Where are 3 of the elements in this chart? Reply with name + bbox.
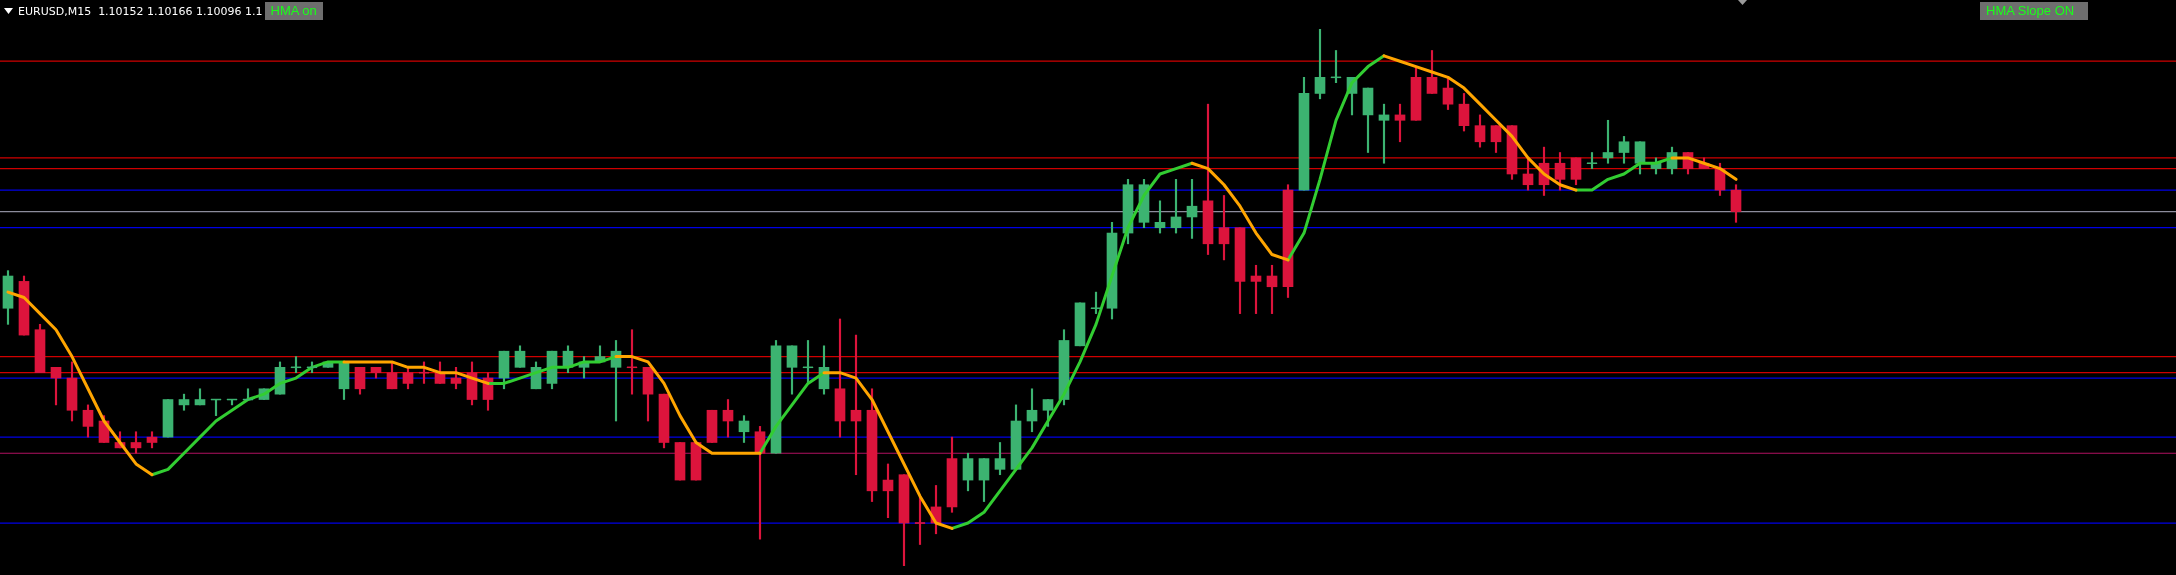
text: HMA on [264, 2, 323, 20]
chart-title: EURUSD,M15 1.10152 1.10166 1.10096 1.1 [18, 4, 263, 18]
text: HMA Slope ON [1980, 2, 2088, 20]
